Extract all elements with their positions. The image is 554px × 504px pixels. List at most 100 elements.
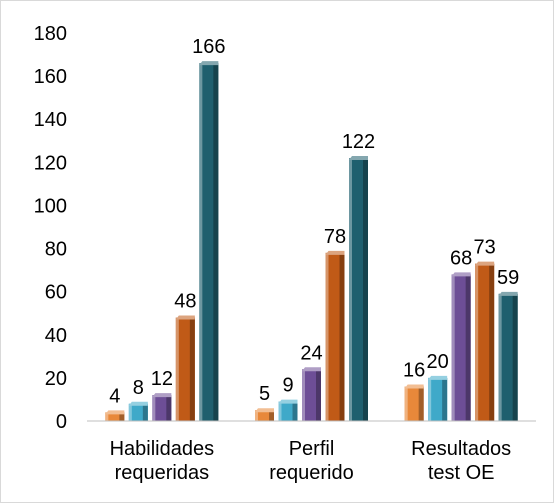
category-label-line: requeridas [115, 462, 210, 484]
bar-highlight [498, 293, 502, 421]
bar-shade [512, 293, 518, 421]
bar-highlight [404, 386, 408, 421]
data-label: 20 [427, 351, 449, 373]
category-label-line: Habilidades [110, 438, 215, 460]
bar-highlight [302, 369, 305, 421]
bar-top [325, 250, 345, 255]
y-tick-label: 0 [56, 411, 67, 433]
bar-shade [363, 158, 368, 421]
bar-top [278, 399, 298, 404]
bar-shade [489, 263, 495, 421]
bar [175, 315, 195, 421]
bar-shade [189, 317, 195, 421]
bar-highlight [255, 410, 258, 421]
bar [278, 399, 298, 421]
bar-top [175, 315, 195, 320]
y-tick-label: 180 [34, 23, 67, 45]
bar [105, 410, 125, 421]
bar [152, 393, 172, 421]
bar-shade [269, 410, 274, 421]
bar [498, 291, 518, 421]
bar-highlight [199, 63, 203, 422]
bar-shade [418, 386, 424, 421]
data-label: 48 [174, 291, 196, 313]
bar-top [152, 393, 172, 398]
bar-highlight [428, 377, 432, 421]
bar-top [428, 375, 448, 380]
data-label: 12 [151, 368, 173, 390]
bar [404, 384, 424, 421]
bar-highlight [152, 395, 156, 421]
bar-shade [142, 403, 148, 421]
bar-face [255, 410, 274, 421]
data-label: 68 [450, 247, 472, 269]
bar-highlight [128, 403, 132, 421]
category-label: Habilidades requeridas [110, 438, 215, 484]
bar [325, 250, 345, 421]
y-tick-label: 40 [45, 325, 67, 347]
bar-shade [316, 369, 321, 421]
bar-shade [292, 401, 298, 421]
category-label-line: Perfil [289, 438, 335, 460]
data-label: 78 [324, 226, 346, 248]
bar [428, 375, 448, 421]
bar-top [451, 272, 471, 277]
bar-top [199, 61, 219, 66]
bar-highlight [349, 158, 352, 421]
bar-top [255, 408, 274, 413]
bar-shade [213, 63, 219, 422]
y-tick-label: 60 [45, 282, 67, 304]
bar [302, 367, 321, 421]
bar-top [404, 384, 424, 389]
bar-shade [339, 252, 345, 421]
category-labels: Habilidades requeridas Perfil requerido Resu… [110, 438, 512, 484]
bar [255, 408, 274, 421]
data-label: 5 [259, 383, 270, 405]
category-label-line: requerido [269, 462, 354, 484]
bar-shade [442, 377, 448, 421]
y-tick-label: 140 [34, 109, 67, 131]
data-label: 8 [133, 377, 144, 399]
data-label: 122 [342, 131, 375, 153]
bars [105, 61, 518, 422]
category-label-line: Resultados [411, 438, 511, 460]
data-label: 9 [282, 375, 293, 397]
bar-highlight [451, 274, 455, 421]
bar [451, 272, 471, 421]
y-tick-label: 160 [34, 66, 67, 88]
data-label: 4 [109, 385, 120, 407]
data-label: 24 [300, 342, 322, 364]
category-label: Perfil requerido [269, 438, 354, 484]
bar-top [498, 291, 518, 296]
y-tick-label: 100 [34, 195, 67, 217]
bar-top [105, 410, 125, 415]
bar-highlight [278, 401, 282, 421]
category-label: Resultados test OE [411, 438, 511, 484]
bar-shade [166, 395, 172, 421]
bar [349, 156, 368, 421]
bar-top [302, 367, 321, 372]
y-axis-ticks: 0 20 40 60 80 100 120 140 160 180 [34, 23, 67, 433]
bar-top [349, 156, 368, 161]
data-label: 59 [497, 267, 519, 289]
y-tick-label: 20 [45, 368, 67, 390]
bar [199, 61, 219, 422]
data-label: 16 [403, 360, 425, 382]
y-tick-label: 120 [34, 152, 67, 174]
bar-shade [465, 274, 471, 421]
bar-face [105, 412, 125, 421]
bar-highlight [325, 252, 329, 421]
bar-top [128, 401, 148, 406]
bar-highlight [475, 263, 479, 421]
data-label: 166 [192, 36, 225, 58]
bar-top [475, 261, 495, 266]
data-label: 73 [474, 237, 496, 259]
category-label-line: test OE [428, 462, 495, 484]
bar [128, 401, 148, 421]
bar-shade [119, 412, 125, 421]
bar-highlight [175, 317, 179, 421]
bar [475, 261, 495, 421]
